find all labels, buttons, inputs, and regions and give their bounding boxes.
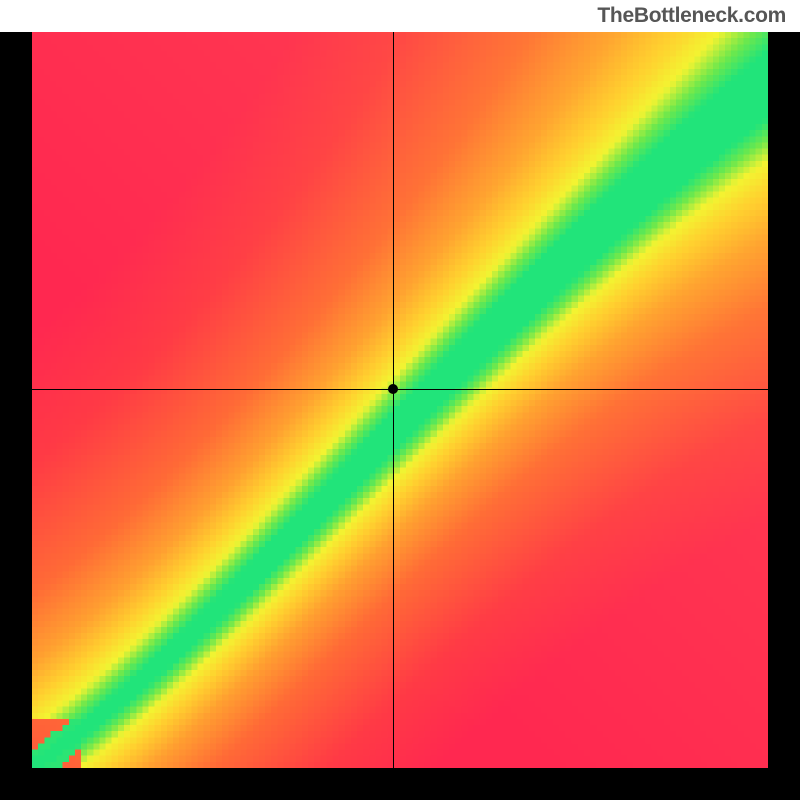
heatmap-canvas (32, 32, 768, 768)
header-bar: TheBottleneck.com (0, 0, 800, 32)
watermark-text: TheBottleneck.com (597, 4, 786, 28)
chart-container: TheBottleneck.com (0, 0, 800, 800)
crosshair-vertical (393, 32, 394, 768)
bottom-border-strip (0, 768, 800, 800)
crosshair-horizontal (32, 389, 768, 390)
bottleneck-marker (388, 384, 398, 394)
heatmap-plot (32, 32, 768, 768)
right-border-strip (768, 32, 800, 800)
left-border-strip (0, 32, 32, 800)
